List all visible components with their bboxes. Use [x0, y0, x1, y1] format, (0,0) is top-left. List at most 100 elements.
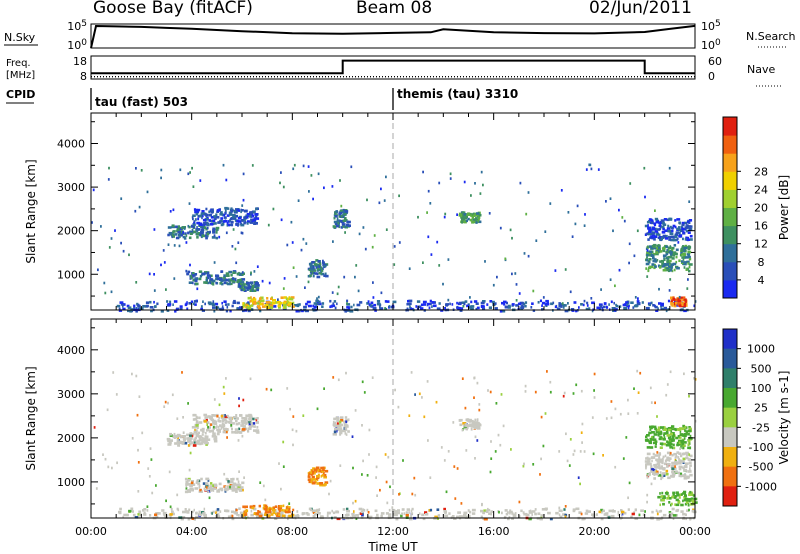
echo-cell [201, 210, 205, 213]
echo-cell [440, 446, 443, 449]
echo-cell [253, 283, 257, 287]
echo-cell [344, 210, 349, 213]
echo-cell [477, 220, 482, 224]
echo-cell [652, 472, 655, 475]
echo-cell [654, 427, 657, 431]
echo-cell [673, 496, 677, 499]
echo-cell [651, 219, 654, 222]
echo-cell [190, 276, 193, 279]
echo-cell [131, 372, 133, 376]
echo-cell [417, 215, 419, 219]
echo-cell [224, 206, 228, 210]
echo-cell [634, 508, 637, 511]
echo-cell [656, 428, 661, 432]
echo-cell [680, 229, 684, 232]
echo-cell [195, 422, 200, 425]
echo-cell [457, 307, 462, 310]
echo-cell [463, 513, 467, 517]
echo-cell [475, 212, 480, 215]
echo-cell [645, 466, 647, 470]
echo-cell [196, 439, 201, 443]
echo-cell [652, 252, 656, 256]
echo-cell [544, 412, 547, 415]
echo-cell [147, 467, 150, 470]
echo-cell [288, 514, 292, 518]
echo-cell [285, 508, 289, 512]
echo-cell [482, 300, 486, 303]
echo-cell [335, 416, 340, 420]
echo-cell [136, 413, 139, 417]
echo-cell [591, 301, 595, 305]
echo-cell [679, 299, 682, 302]
echo-cell [238, 489, 243, 492]
echo-cell [176, 438, 179, 442]
echo-cell [672, 262, 677, 266]
echo-cell [685, 456, 689, 460]
echo-cell [302, 164, 305, 168]
echo-cell [443, 459, 446, 462]
echo-cell [204, 302, 206, 306]
echo-cell [663, 436, 666, 439]
echo-cell [229, 219, 231, 222]
echo-cell [283, 277, 286, 280]
echo-cell [337, 423, 342, 426]
echo-cell [238, 283, 241, 286]
echo-cell [192, 185, 195, 188]
echo-cell [663, 462, 667, 466]
echo-cell [165, 288, 167, 291]
echo-cell [691, 491, 693, 495]
echo-cell [623, 306, 628, 310]
echo-cell [360, 510, 364, 514]
echo-cell [218, 482, 222, 486]
echo-cell [308, 190, 310, 193]
echo-cell [688, 493, 693, 496]
echo-cell [114, 229, 116, 232]
echo-cell [182, 437, 186, 441]
echo-cell [110, 237, 113, 240]
echo-cell [283, 303, 287, 307]
echo-cell [336, 425, 340, 428]
echo-cell [221, 282, 224, 286]
echo-cell [457, 511, 461, 514]
echo-cell [353, 510, 355, 513]
echo-cell [449, 302, 451, 306]
echo-cell [344, 213, 347, 216]
echo-cell [638, 513, 641, 517]
echo-cell [387, 455, 390, 459]
echo-cell [452, 421, 455, 424]
echo-cell [658, 246, 661, 249]
echo-cell [177, 444, 180, 447]
echo-cell [665, 431, 669, 435]
freq-panel-frame [90, 55, 696, 80]
echo-cell [232, 271, 236, 274]
echo-cell [316, 475, 320, 478]
echo-cell [410, 514, 412, 518]
echo-cell [427, 189, 430, 193]
echo-cell [199, 214, 203, 218]
echo-cell [222, 213, 226, 217]
echo-cell [687, 432, 690, 436]
echo-cell [203, 281, 207, 284]
echo-cell [288, 302, 292, 306]
echo-cell [291, 428, 294, 432]
echo-cell [91, 221, 93, 224]
echo-cell [537, 512, 541, 515]
echo-cell [672, 254, 675, 257]
echo-cell [230, 424, 233, 427]
echo-cell [211, 303, 216, 307]
echo-cell [312, 274, 315, 278]
echo-cell [657, 307, 659, 310]
echo-cell [315, 470, 318, 473]
echo-cell [326, 514, 329, 517]
echo-cell [658, 453, 662, 456]
power-y-tick-label: 4000 [57, 138, 85, 151]
echo-cell [317, 260, 321, 263]
echo-cell [598, 510, 602, 514]
echo-cell [436, 508, 440, 511]
echo-cell [617, 510, 620, 514]
echo-cell [681, 298, 684, 302]
echo-cell [645, 247, 648, 251]
echo-cell [657, 474, 662, 477]
echo-cell [199, 179, 202, 182]
echo-cell [379, 305, 381, 309]
